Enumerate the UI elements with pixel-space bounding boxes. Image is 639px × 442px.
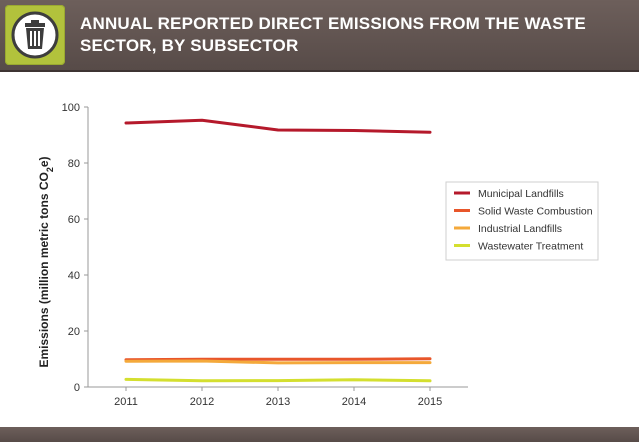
y-axis-label: Emissions (million metric tons CO2e) xyxy=(37,156,55,367)
series-line-wastewater-treatment xyxy=(124,377,432,383)
trash-can-icon xyxy=(11,11,59,59)
x-tick-label: 2012 xyxy=(190,396,214,408)
x-tick-label: 2014 xyxy=(342,396,366,408)
series-line-industrial-landfills xyxy=(124,359,432,365)
y-tick-label: 20 xyxy=(68,326,80,338)
legend: Municipal Landfills Solid Waste Combustio… xyxy=(445,181,599,261)
x-tick-label: 2013 xyxy=(266,396,290,408)
series-line-solid-waste-combustion xyxy=(124,357,432,362)
axes: 0 20 40 60 80 100 2011 2012 2013 2014 2015 xyxy=(62,102,468,408)
chart-title: ANNUAL REPORTED DIRECT EMISSIONS FROM TH… xyxy=(80,14,586,55)
y-tick-label: 60 xyxy=(68,214,80,226)
x-tick-label: 2015 xyxy=(418,396,442,408)
y-tick-label: 100 xyxy=(62,102,80,114)
series-layer xyxy=(124,118,432,383)
legend-label: Solid Waste Combustion xyxy=(478,206,593,218)
waste-sector-icon-box xyxy=(5,5,65,65)
series-line-municipal-landfills xyxy=(124,118,432,134)
header-bar: ANNUAL REPORTED DIRECT EMISSIONS FROM TH… xyxy=(0,0,639,72)
y-tick-label: 80 xyxy=(68,158,80,170)
legend-label: Municipal Landfills xyxy=(478,188,564,200)
legend-label: Industrial Landfills xyxy=(478,223,562,235)
y-tick-label: 40 xyxy=(68,270,80,282)
footer-bar xyxy=(0,427,639,442)
x-tick-label: 2011 xyxy=(114,396,138,408)
y-tick-label: 0 xyxy=(74,382,80,394)
legend-box xyxy=(445,181,599,261)
legend-label: Wastewater Treatment xyxy=(478,241,583,253)
